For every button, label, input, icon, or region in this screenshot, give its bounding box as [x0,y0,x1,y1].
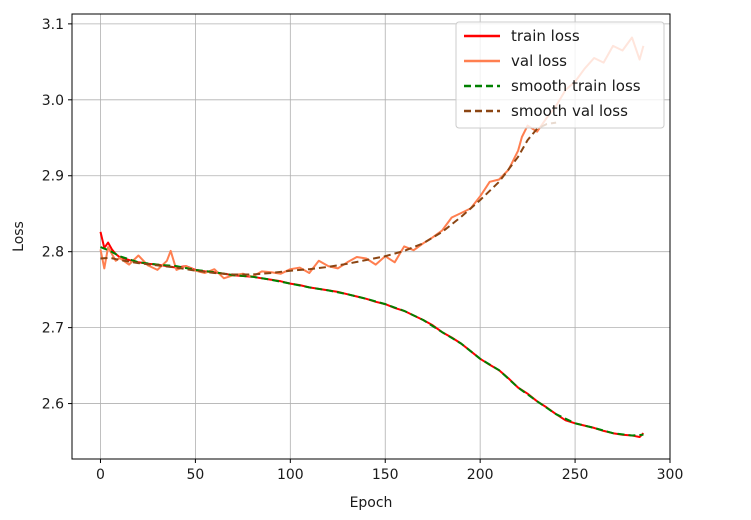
y-tick-label-2.6: 2.6 [42,397,64,413]
legend-box [455,21,665,129]
smooth-train-loss-line [100,246,644,437]
x-tick-label-100: 100 [277,467,304,483]
x-tick-label-250: 250 [562,467,589,483]
x-tick-label-300: 300 [657,467,684,483]
legend-label-val-loss: val loss [511,52,567,70]
plot-frame [71,13,671,460]
y-tick-label-2.8: 2.8 [42,245,64,261]
legend: train loss val loss smooth train loss smoot… [455,21,665,129]
x-tick-label-0: 0 [96,467,105,483]
legend-label-smooth-train-loss: smooth train loss [511,77,641,95]
smooth-val-loss-line [100,121,557,276]
legend-label-smooth-val-loss: smooth val loss [511,102,628,120]
x-tick-label-200: 200 [467,467,494,483]
x-tick-label-150: 150 [372,467,399,483]
x-tick-label-50: 50 [186,467,204,483]
y-tick-label-3.1: 3.1 [42,17,64,33]
y-tick-label-2.9: 2.9 [42,169,64,185]
axis-ticks: 0 50 100 150 200 250 300 2.6 2.7 2.8 2.9 3.0 3.1 [42,17,684,483]
legend-label-train-loss: train loss [511,27,580,45]
x-axis-label: Epoch [350,495,393,511]
y-tick-label-3.0: 3.0 [42,93,64,109]
gridlines [72,14,671,459]
y-axis-label: Loss [11,221,27,252]
y-tick-label-2.7: 2.7 [42,321,64,337]
